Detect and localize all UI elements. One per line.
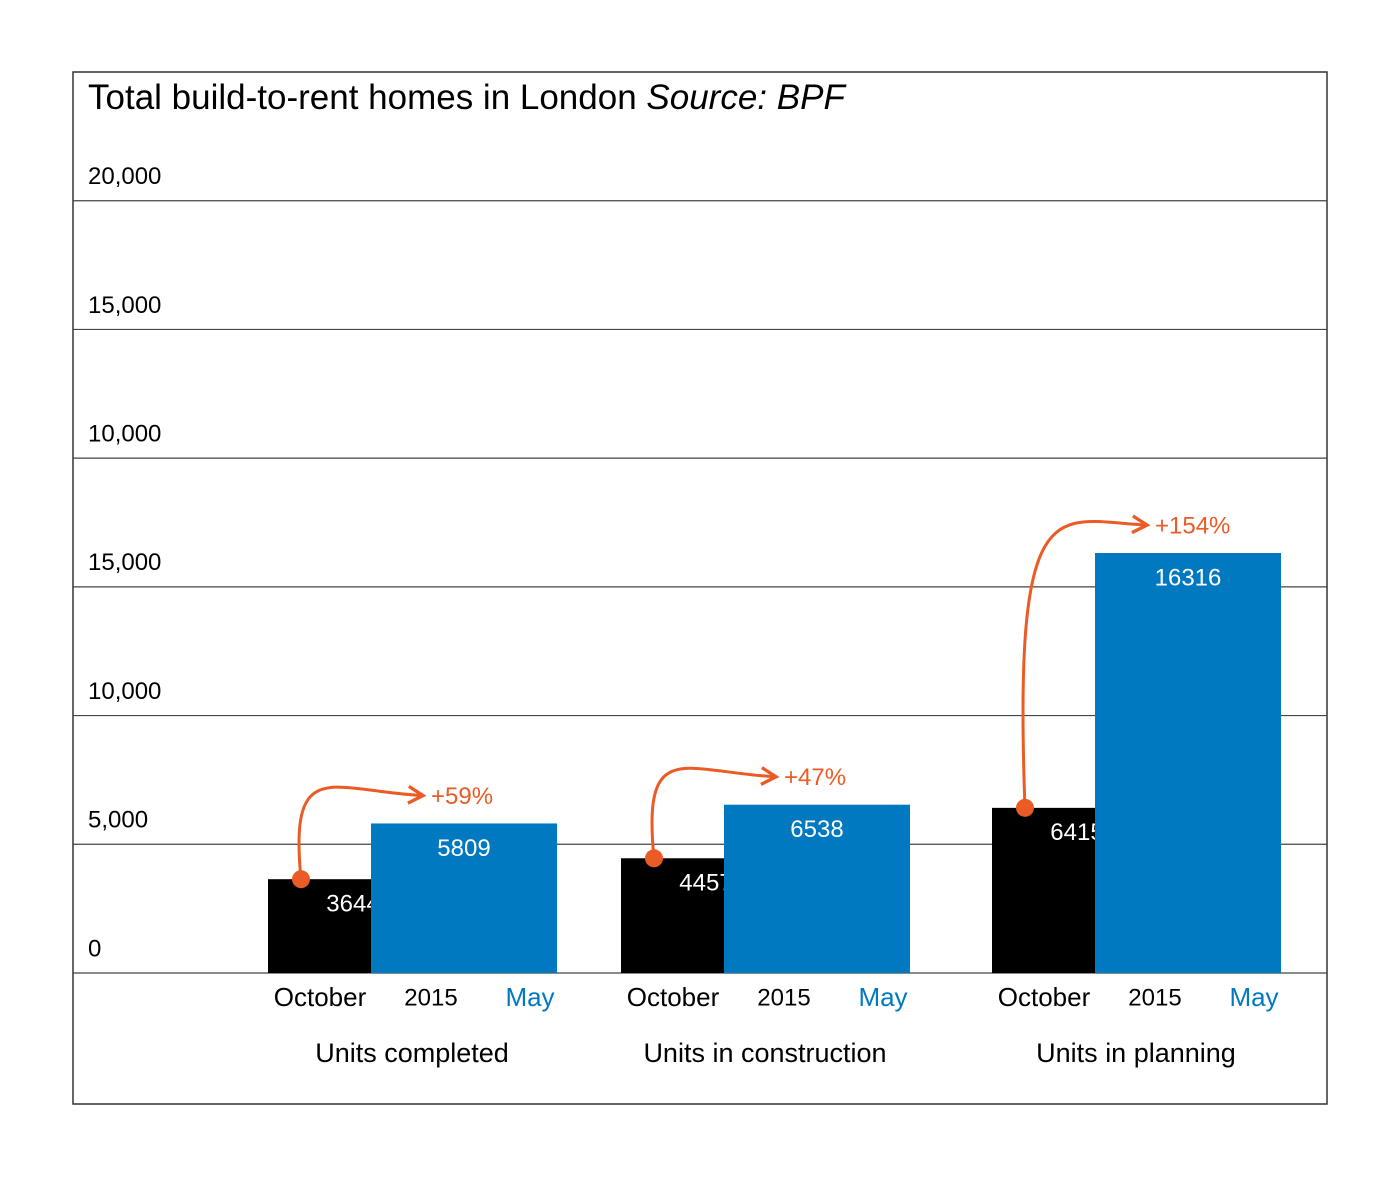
annotation: +154% <box>1155 512 1230 539</box>
y-tick-label: 0 <box>88 935 101 962</box>
value-label: 5809 <box>437 835 490 862</box>
y-tick-label: 15,000 <box>88 292 161 319</box>
annotation-arrow <box>297 784 427 880</box>
annotation: +47% <box>784 764 846 791</box>
value-label: 3644 <box>326 891 379 918</box>
legend-label: October <box>274 982 367 1012</box>
source: Source: BPF <box>646 78 847 117</box>
bar <box>1095 552 1281 973</box>
annotation-arrow <box>650 766 780 859</box>
x-tick-label: Units in planning <box>1036 1038 1236 1068</box>
bar <box>724 804 910 973</box>
x-sublabel: 2015 <box>757 984 810 1011</box>
legend-label: May <box>1229 982 1278 1012</box>
y-tick-label: 15,000 <box>88 549 161 576</box>
bar <box>371 823 557 973</box>
annotation-dot <box>645 849 663 868</box>
legend-label: October <box>627 982 720 1012</box>
x-sublabel: 2015 <box>1128 984 1181 1011</box>
legend-label: May <box>858 982 907 1012</box>
annotation-arrow <box>1021 514 1151 808</box>
legend-label: May <box>505 982 554 1012</box>
value-label: 16316 <box>1155 564 1222 591</box>
annotation-dot <box>1016 798 1034 817</box>
annotation-dot <box>292 870 310 889</box>
chart-title: Total build-to-rent homes in London Sour… <box>88 78 847 117</box>
y-tick-label: 10,000 <box>88 420 161 447</box>
annotation: +59% <box>431 783 493 810</box>
x-tick-label: Units in construction <box>643 1038 886 1068</box>
y-tick-label: 5,000 <box>88 807 148 834</box>
legend-label: October <box>998 982 1091 1012</box>
value-label: 6538 <box>790 816 843 843</box>
x-tick-label: Units completed <box>315 1038 509 1068</box>
y-tick-label: 20,000 <box>88 163 161 190</box>
frame <box>72 71 1328 1105</box>
y-tick-label: 10,000 <box>88 678 161 705</box>
x-sublabel: 2015 <box>404 984 457 1011</box>
value-label: 6415 <box>1050 819 1103 846</box>
value-label: 4457 <box>679 870 732 897</box>
title: Total build-to-rent homes in London <box>88 78 637 117</box>
